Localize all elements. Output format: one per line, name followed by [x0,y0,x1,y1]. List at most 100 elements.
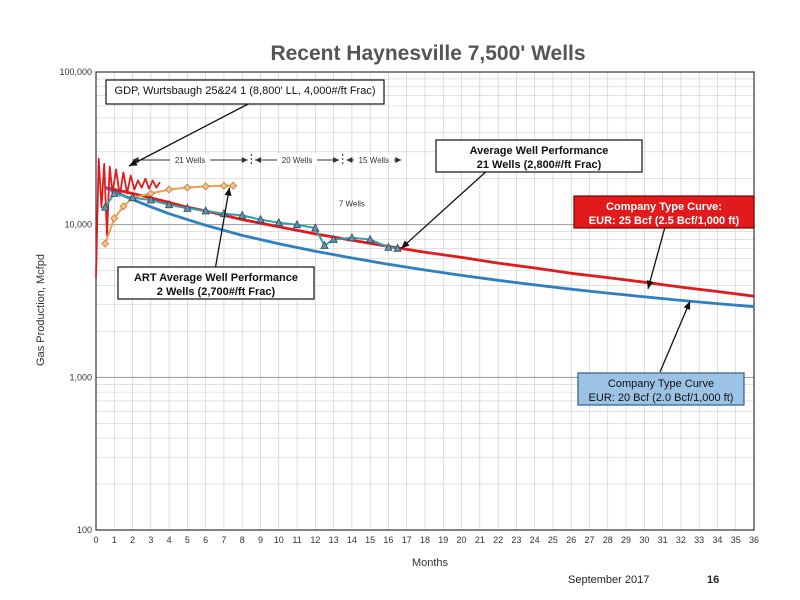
annotation-boxes: GDP, Wurtsbaugh 25&24 1 (8,800' LL, 4,00… [105,79,755,406]
x-tick-label: 9 [258,535,263,545]
triangle-marker [366,234,375,243]
tc25-arrow [647,226,666,289]
x-tick-label: 31 [658,535,668,545]
triangle-marker [320,240,329,249]
series-line-3 [104,184,234,245]
diamond-marker [110,214,119,223]
y-axis-label: Gas Production, Mcfpd [35,254,47,366]
triangle-marker [100,202,110,211]
range-label: 15 Wells [359,156,390,165]
art-annotation [117,266,315,300]
series-group [95,157,755,309]
triangle-marker [146,195,155,204]
y-axis-ticks: 100 1,000 10,000 100,000 [59,67,92,535]
triangle-marker [128,192,137,202]
triangle-marker [347,232,357,242]
avg-well-annotation-text: 21 Wells (2,800#/ft Frac) [477,159,602,171]
chart-title: Recent Haynesville 7,500' Wells [270,42,585,65]
type-curve-25-annotation-text: Company Type Curve: [606,201,722,213]
diamond-marker [165,185,174,194]
triangle-marker [238,210,247,219]
x-tick-label: 20 [457,535,467,545]
art-arrow [214,187,231,271]
triangle-marker [329,234,338,243]
triangle-marker [183,203,192,212]
y-tick-label: 100,000 [59,67,92,77]
triangle-marker [274,217,283,227]
type-curve-20-annotation-text: EUR: 20 Bcf (2.0 Bcf/1,000 ft) [589,392,734,404]
range-label-bg [170,154,211,165]
avg-well-arrow [400,167,491,249]
range-label: 20 Wells [282,156,313,165]
avg-well-annotation [435,139,643,173]
x-tick-label: 18 [420,535,430,545]
x-tick-label: 24 [530,535,540,545]
x-axis-label: Months [412,557,449,569]
avg-well-annotation-text: Average Well Performance [470,145,609,157]
x-tick-label: 5 [185,535,190,545]
range-arrowhead [333,157,340,163]
x-tick-label: 22 [493,535,503,545]
x-tick-label: 3 [148,535,153,545]
x-tick-label: 10 [274,535,284,545]
triangle-marker [384,242,393,251]
range-arrowhead [241,157,248,163]
arrowhead [646,280,654,289]
range-label-bg [353,154,394,165]
triangle-marker [393,243,402,252]
triangle-marker [201,206,210,215]
diamond-marker [101,239,110,248]
x-tick-label: 29 [621,535,631,545]
x-tick-label: 12 [310,535,320,545]
range-arrowhead [255,157,262,163]
x-tick-label: 8 [240,535,245,545]
tc20-arrow [659,301,691,373]
triangle-marker [256,214,265,223]
well-count-ranges: 21 Wells 20 Wells 15 Wells 7 Wells [132,154,402,208]
x-tick-label: 26 [566,535,576,545]
x-tick-label: 21 [475,535,485,545]
page-number: 16 [707,574,720,586]
x-tick-label: 11 [292,535,301,545]
x-tick-label: 6 [203,535,208,545]
x-tick-label: 7 [221,535,226,545]
diamond-marker [219,181,229,190]
x-tick-label: 1 [112,535,117,545]
type-curve-25-annotation-text: EUR: 25 Bcf (2.5 Bcf/1,000 ft) [589,215,740,227]
x-tick-label: 27 [584,535,594,545]
diamond-marker [201,182,210,191]
range-arrowhead [346,157,353,163]
x-tick-label: 36 [749,535,759,545]
plot-frame [95,71,755,531]
x-tick-label: 30 [639,535,649,545]
series-line-4 [95,157,161,278]
x-tick-label: 28 [603,535,613,545]
range-label-bg [277,154,318,165]
x-tick-label: 13 [329,535,339,545]
triangle-marker [164,199,174,209]
x-tick-label: 14 [347,535,357,545]
x-tick-label: 2 [130,535,135,545]
x-tick-label: 23 [511,535,521,545]
x-tick-label: 33 [694,535,704,545]
diamond-marker [229,181,238,190]
gdp-annotation [105,79,385,105]
y-tick-label: 100 [77,525,92,535]
range-label: 7 Wells [339,199,365,208]
range-label: 21 Wells [175,156,206,165]
triangle-marker [110,188,119,197]
triangle-marker [292,219,302,229]
arrowhead [224,187,232,197]
annotation-arrows [128,102,691,373]
grid [95,72,755,531]
x-tick-label: 25 [548,535,558,545]
triangle-marker [311,223,320,232]
gdp-arrow [128,102,251,167]
arrowhead [128,159,138,166]
x-tick-label: 16 [383,535,393,545]
y-tick-label: 10,000 [64,220,92,230]
gdp-annotation-text: GDP, Wurtsbaugh 25&24 1 (8,800' LL, 4,00… [115,85,376,97]
type-curve-20-annotation-text: Company Type Curve [608,378,714,390]
x-tick-label: 34 [712,535,722,545]
